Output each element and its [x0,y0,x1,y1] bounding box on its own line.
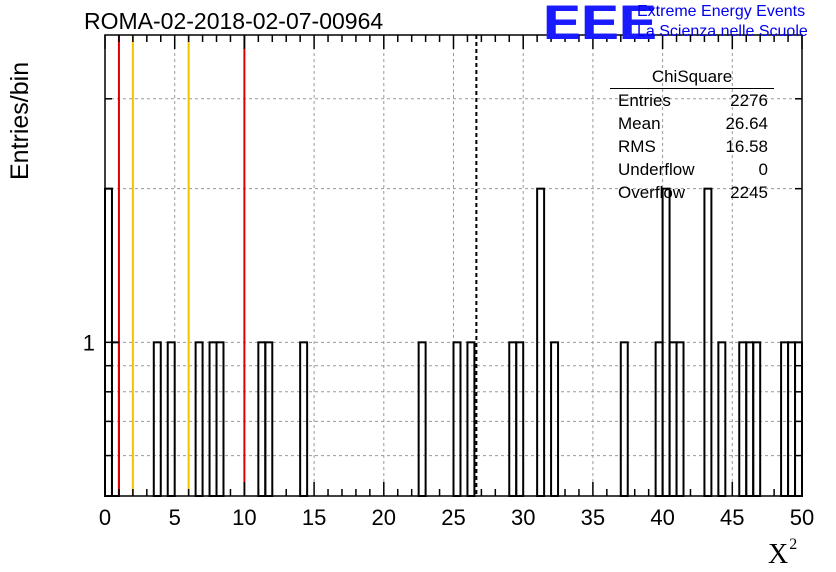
stats-key: Entries [618,91,671,110]
x-tick-label: 5 [169,505,181,530]
stats-row-underflow: Underflow 0 [610,158,774,181]
stats-row-mean: Mean 26.64 [610,112,774,135]
stats-row-overflow: Overflow 2245 [610,181,774,204]
eee-logo-mark: EEE [543,0,657,50]
x-tick-label: 45 [720,505,744,530]
stats-value: 16.58 [725,137,768,156]
x-axis-label-base: X [768,539,789,570]
stats-value: 0 [758,160,768,179]
stats-box: ChiSquare Entries 2276 Mean 26.64 RMS 16… [610,66,774,204]
stats-row-rms: RMS 16.58 [610,135,774,158]
stats-row-entries: Entries 2276 [610,89,774,112]
stats-value: 26.64 [725,114,768,133]
stats-key: Mean [618,114,661,133]
x-axis-label-superscript: 2 [789,536,798,553]
x-tick-label: 50 [790,505,814,530]
x-tick-label: 10 [232,505,256,530]
y-tick-label: 1 [83,330,95,355]
stats-value: 2276 [730,91,768,110]
stats-title: ChiSquare [610,66,774,89]
stats-value: 2245 [730,183,768,202]
logo-line-1: Extreme Energy Events [637,3,806,20]
x-tick-label: 0 [99,505,111,530]
stats-key: Overflow [618,183,686,202]
stats-key: Underflow [618,160,695,179]
x-tick-label: 20 [372,505,396,530]
x-tick-label: 15 [302,505,326,530]
logo-line-2: La Scienza nelle Scuole [637,23,808,40]
x-tick-label: 25 [441,505,465,530]
stats-key: RMS [618,137,656,156]
x-tick-label: 30 [511,505,535,530]
y-axis-label: Entries/bin [6,61,34,180]
x-axis-label: X2 [768,536,797,571]
x-tick-label: 40 [650,505,674,530]
run-title: ROMA-02-2018-02-07-00964 [84,8,384,34]
x-tick-label: 35 [581,505,605,530]
